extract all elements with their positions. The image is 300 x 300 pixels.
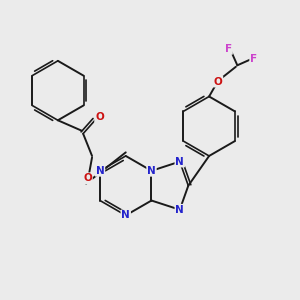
Text: N: N (122, 210, 130, 220)
Text: N: N (176, 205, 184, 215)
Text: N: N (147, 166, 156, 176)
Text: F: F (225, 44, 232, 54)
Text: N: N (176, 157, 184, 166)
Text: O: O (95, 112, 104, 122)
Text: O: O (214, 76, 222, 87)
Text: O: O (83, 173, 92, 183)
Text: F: F (250, 54, 257, 64)
Text: N: N (96, 166, 104, 176)
